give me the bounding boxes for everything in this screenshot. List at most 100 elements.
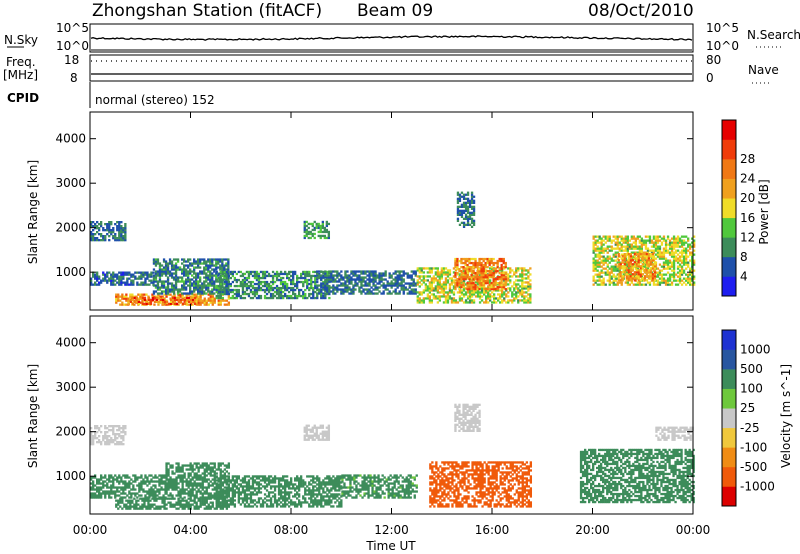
heatmap-cell bbox=[318, 270, 321, 273]
heatmap-cell bbox=[462, 203, 466, 206]
heatmap-cell bbox=[685, 279, 688, 282]
heatmap-cell bbox=[227, 301, 231, 304]
heatmap-cell bbox=[338, 288, 341, 291]
heatmap-cell bbox=[651, 277, 655, 280]
heatmap-cell bbox=[114, 437, 117, 440]
heatmap-cell bbox=[496, 276, 499, 279]
heatmap-cell bbox=[143, 499, 146, 502]
heatmap-cell bbox=[176, 266, 180, 269]
heatmap-cell bbox=[316, 274, 319, 278]
heatmap-cell bbox=[166, 266, 170, 269]
heatmap-cell bbox=[515, 269, 518, 272]
heatmap-cell bbox=[460, 280, 463, 283]
heatmap-cell bbox=[462, 269, 466, 272]
heatmap-cell bbox=[602, 259, 605, 262]
heatmap-cell bbox=[263, 274, 267, 278]
heatmap-cell bbox=[169, 484, 172, 487]
heatmap-cell bbox=[468, 289, 472, 292]
heatmap-cell bbox=[342, 288, 345, 291]
heatmap-cell bbox=[102, 271, 105, 274]
heatmap-cell bbox=[304, 274, 307, 278]
heatmap-cell bbox=[462, 197, 466, 200]
heatmap-cell bbox=[227, 262, 230, 265]
heatmap-cell bbox=[130, 496, 133, 499]
heatmap-cell bbox=[154, 490, 157, 493]
heatmap-cell bbox=[199, 503, 202, 506]
heatmap-cell bbox=[203, 292, 206, 295]
heatmap-cell bbox=[108, 486, 111, 489]
heatmap-cell bbox=[94, 223, 97, 226]
heatmap-cell bbox=[416, 283, 419, 286]
heatmap-cell bbox=[163, 297, 166, 300]
heatmap-cell bbox=[452, 281, 456, 284]
heatmap-cell bbox=[488, 263, 491, 267]
heatmap-cell bbox=[125, 295, 128, 298]
heatmap-cell bbox=[160, 284, 164, 287]
heatmap-cell bbox=[205, 501, 208, 504]
heatmap-cell bbox=[444, 273, 448, 276]
heatmap-cell bbox=[625, 269, 629, 272]
heatmap-cell bbox=[480, 295, 484, 298]
heatmap-cell bbox=[636, 247, 640, 250]
heatmap-cell bbox=[500, 268, 503, 271]
heatmap-cell bbox=[464, 293, 468, 296]
heatmap-cell bbox=[670, 251, 674, 254]
heatmap-cell bbox=[96, 237, 99, 240]
heatmap-cell bbox=[517, 301, 520, 304]
heatmap-cell bbox=[314, 270, 317, 274]
heatmap-cell bbox=[277, 292, 281, 296]
heatmap-cell bbox=[474, 261, 477, 265]
heatmap-cell bbox=[193, 480, 196, 483]
heatmap-cell bbox=[324, 296, 327, 300]
heatmap-cell bbox=[480, 299, 484, 302]
heatmap-cell bbox=[668, 241, 672, 244]
heatmap-cell bbox=[231, 296, 235, 300]
heatmap-cell bbox=[175, 298, 179, 301]
heatmap-cell bbox=[269, 294, 273, 298]
heatmap-cell bbox=[368, 270, 371, 273]
heatmap-cell bbox=[255, 292, 259, 296]
heatmap-cell bbox=[108, 277, 111, 280]
heatmap-cell bbox=[203, 284, 206, 287]
heatmap-cell bbox=[426, 271, 430, 274]
heatmap-cell bbox=[680, 235, 684, 238]
heatmap-cell bbox=[458, 285, 462, 288]
heatmap-cell bbox=[598, 283, 601, 286]
heatmap-cell bbox=[486, 276, 489, 279]
heatmap-cell bbox=[115, 297, 118, 300]
heatmap-cell bbox=[147, 497, 150, 500]
heatmap-cell bbox=[666, 235, 670, 238]
heatmap-cell bbox=[637, 273, 641, 276]
heatmap-cell bbox=[472, 291, 476, 294]
heatmap-cell bbox=[143, 503, 146, 506]
heatmap-cell bbox=[420, 291, 423, 294]
heatmap-cell bbox=[219, 264, 222, 267]
heatmap-cell bbox=[124, 492, 127, 495]
heatmap-cell bbox=[118, 281, 121, 284]
heatmap-cell bbox=[523, 267, 526, 270]
heatmap-cell bbox=[519, 275, 522, 278]
heatmap-cell bbox=[691, 273, 694, 276]
heatmap-cell bbox=[487, 301, 490, 304]
heatmap-cell bbox=[171, 478, 174, 481]
heatmap-cell bbox=[658, 269, 662, 272]
heatmap-cell bbox=[313, 232, 316, 236]
heatmap-cell bbox=[178, 268, 182, 271]
heatmap-cell bbox=[687, 277, 690, 280]
heatmap-cell bbox=[296, 294, 299, 298]
heatmap-cell bbox=[155, 505, 158, 508]
heatmap-cell bbox=[215, 507, 218, 510]
heatmap-cell bbox=[115, 293, 118, 296]
heatmap-cell bbox=[626, 239, 630, 242]
heatmap-cell bbox=[670, 241, 674, 244]
heatmap-cell bbox=[170, 274, 174, 277]
heatmap-cell bbox=[672, 251, 676, 254]
heatmap-cell bbox=[647, 271, 651, 274]
heatmap-cell bbox=[183, 499, 186, 502]
heatmap-cell bbox=[94, 437, 97, 440]
heatmap-cell bbox=[672, 279, 676, 282]
heatmap-cell bbox=[606, 271, 609, 274]
heatmap-cell bbox=[360, 280, 363, 283]
heatmap-cell bbox=[640, 239, 644, 242]
heatmap-cell bbox=[626, 245, 630, 248]
